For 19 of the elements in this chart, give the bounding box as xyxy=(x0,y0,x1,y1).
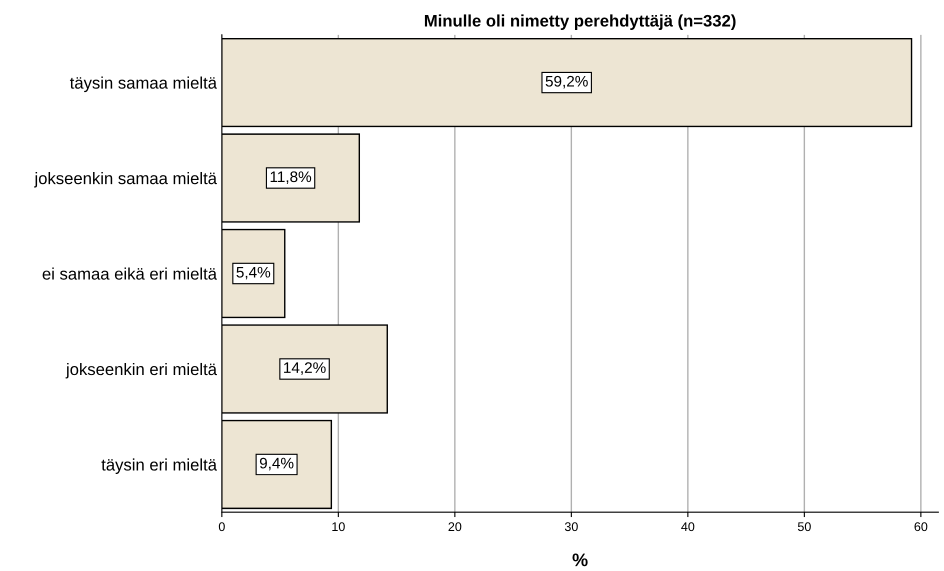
data-label: 9,4% xyxy=(260,458,294,470)
y-tick-label: jokseenkin eri mieltä xyxy=(66,362,217,378)
data-label: 11,8% xyxy=(270,171,312,184)
x-tick-label: 50 xyxy=(798,522,811,532)
data-label: 5,4% xyxy=(236,266,270,280)
data-label: 14,2% xyxy=(284,362,326,375)
y-tick-label: ei samaa eikä eri mieltä xyxy=(42,267,217,280)
x-tick-label: 40 xyxy=(681,522,694,532)
y-tick-label: täysin samaa mieltä xyxy=(70,76,217,92)
chart-title: Minulle oli nimetty perehdyttäjä (n=332) xyxy=(424,14,736,30)
x-tick-label: 30 xyxy=(564,522,578,532)
x-tick-label: 10 xyxy=(332,522,345,532)
data-label: 59,2% xyxy=(546,76,588,88)
y-tick-label: jokseenkin samaa mieltä xyxy=(34,172,217,188)
y-tick-label: täysin eri mieltä xyxy=(101,458,217,474)
x-tick-label: 60 xyxy=(914,522,928,532)
x-axis-title: % xyxy=(572,554,588,566)
x-tick-label: 0 xyxy=(218,522,225,532)
x-tick-label: 20 xyxy=(448,522,462,532)
